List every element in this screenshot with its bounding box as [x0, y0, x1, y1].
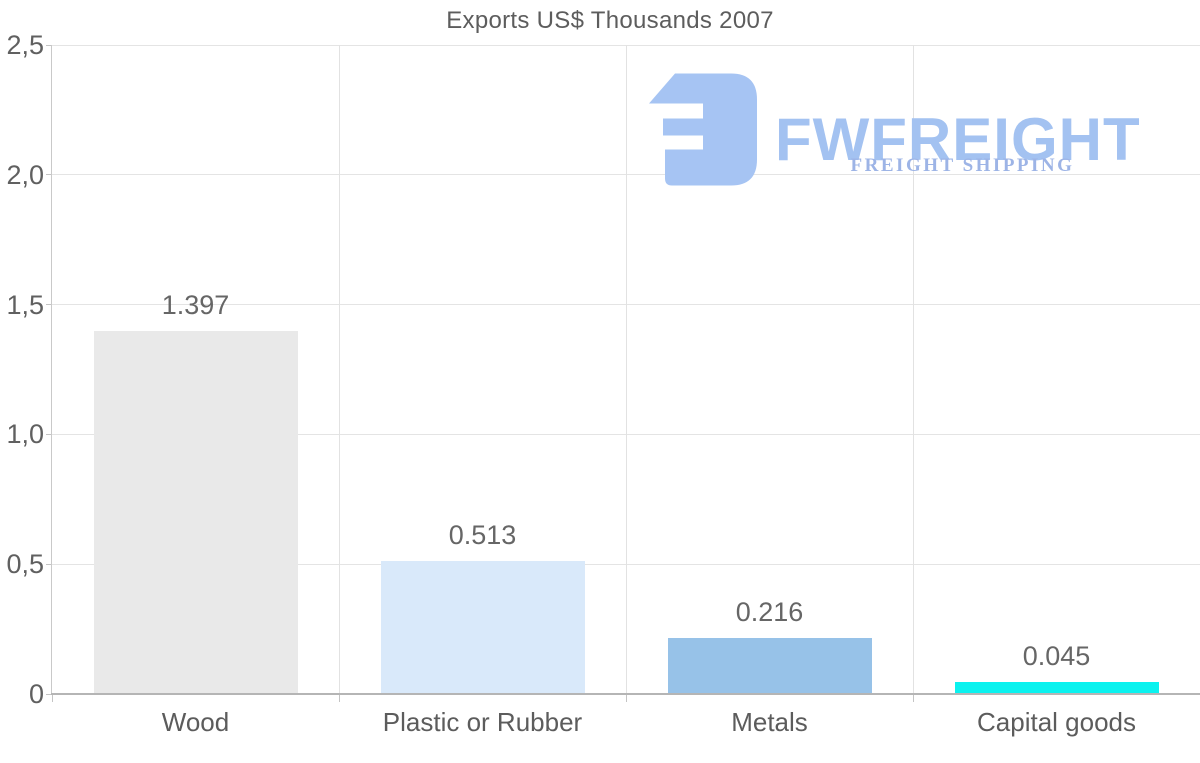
bar-value-label: 1.397 — [161, 290, 230, 321]
x-tick-mark — [338, 694, 340, 702]
y-tick-label: 0 — [28, 679, 44, 709]
y-tick-label: 2,0 — [6, 159, 44, 190]
v-gridline — [912, 45, 914, 694]
y-tick-label: 1,0 — [6, 419, 44, 450]
y-tick-mark — [46, 174, 52, 176]
x-category-label: Metals — [731, 707, 808, 737]
bar-metals — [667, 637, 872, 694]
y-tick-label: 2,5 — [6, 30, 44, 60]
watermark-tagline-text: FREIGHT SHIPPING — [850, 155, 1075, 176]
y-tick-label: 1,5 — [6, 289, 44, 320]
x-category-label: Capital goods — [977, 707, 1136, 737]
x-tick-mark — [51, 694, 53, 702]
bar-value-label: 0.216 — [735, 596, 804, 627]
watermark-brand-text: FWFREIGHT — [775, 106, 1141, 173]
bar-plastic-or-rubber — [380, 560, 585, 694]
y-tick-mark — [46, 44, 52, 46]
bar-capital-goods — [954, 682, 1159, 694]
x-tick-mark — [912, 694, 914, 702]
x-axis-line — [51, 693, 1200, 695]
fwfreight-logo-icon — [649, 73, 757, 186]
x-category-label: Wood — [161, 707, 230, 737]
v-gridline — [338, 45, 340, 694]
v-gridline — [625, 45, 627, 694]
y-axis-line — [51, 45, 52, 694]
y-tick-mark — [46, 304, 52, 306]
y-tick-label: 0,5 — [6, 549, 44, 580]
watermark-logo: FWFREIGHT FREIGHT SHIPPING — [645, 73, 1150, 186]
bar-value-label: 0.045 — [1022, 641, 1091, 672]
bar-value-label: 0.513 — [448, 519, 517, 550]
y-tick-mark — [46, 693, 52, 695]
y-tick-mark — [46, 433, 52, 435]
chart-title: Exports US$ Thousands 2007 — [446, 7, 774, 34]
y-tick-mark — [46, 563, 52, 565]
bar-wood — [93, 331, 298, 694]
x-tick-mark — [625, 694, 627, 702]
x-category-label: Plastic or Rubber — [382, 707, 583, 737]
